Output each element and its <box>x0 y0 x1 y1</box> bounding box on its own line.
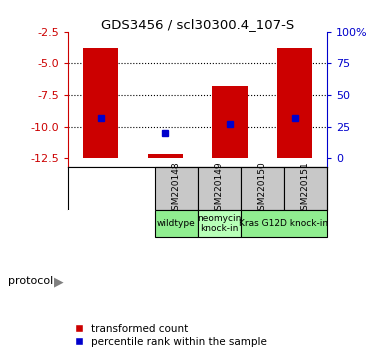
Bar <box>241 210 327 237</box>
Text: Kras G12D knock-in: Kras G12D knock-in <box>239 219 328 228</box>
Text: ▶: ▶ <box>54 275 64 288</box>
Bar <box>155 210 198 237</box>
Bar <box>155 167 198 210</box>
Bar <box>277 48 312 158</box>
Text: GSM220151: GSM220151 <box>301 161 310 216</box>
Bar <box>198 167 241 210</box>
Bar <box>284 167 327 210</box>
Legend: transformed count, percentile rank within the sample: transformed count, percentile rank withi… <box>74 322 269 349</box>
Bar <box>212 86 248 158</box>
Text: protocol: protocol <box>8 276 53 286</box>
Text: GSM220148: GSM220148 <box>171 161 180 216</box>
Bar <box>83 48 119 158</box>
Text: GSM220149: GSM220149 <box>215 161 224 216</box>
Text: GSM220150: GSM220150 <box>258 161 267 216</box>
Title: GDS3456 / scl30300.4_107-S: GDS3456 / scl30300.4_107-S <box>101 18 294 31</box>
Bar <box>241 167 284 210</box>
Text: wildtype: wildtype <box>157 219 195 228</box>
Bar <box>147 154 183 158</box>
Bar <box>198 210 241 237</box>
Text: neomycin
knock-in: neomycin knock-in <box>197 214 241 233</box>
